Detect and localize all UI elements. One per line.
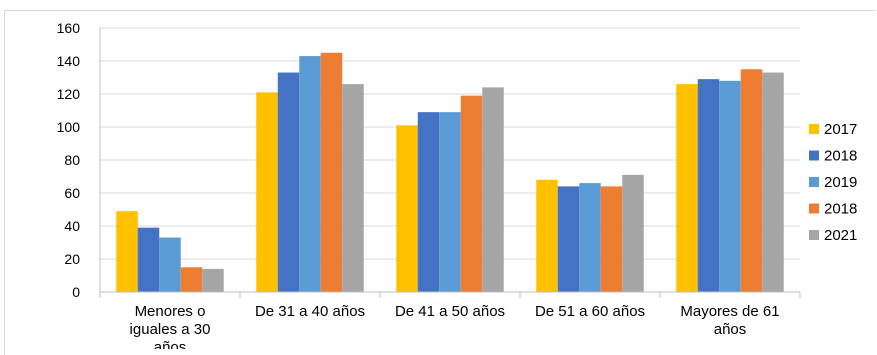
bar <box>557 186 580 292</box>
x-category-label: años <box>154 339 187 349</box>
bar <box>579 183 601 292</box>
bar <box>719 80 741 292</box>
bar <box>482 87 504 293</box>
x-category-label: años <box>714 321 747 338</box>
y-tick-label: 140 <box>57 53 81 69</box>
legend: 2017 2018 2019 2018 2021 <box>809 121 857 244</box>
bar <box>417 112 440 293</box>
y-tick-label: 100 <box>57 119 81 135</box>
bar <box>137 227 160 292</box>
bar <box>159 237 181 292</box>
legend-label: 2021 <box>824 227 857 244</box>
x-category-label: Mayores de 61 <box>680 303 779 320</box>
axes <box>99 28 801 298</box>
y-tick-label: 80 <box>64 152 80 168</box>
bar <box>277 72 300 292</box>
bar <box>622 174 644 292</box>
bar <box>116 211 138 292</box>
x-category-label: iguales a 30 <box>130 321 211 338</box>
x-category-label: De 31 a 40 años <box>255 303 365 320</box>
bar <box>740 69 763 292</box>
bar <box>697 79 720 293</box>
bar <box>439 112 461 293</box>
chart-frame <box>4 10 876 355</box>
legend-label: 2018 <box>824 201 857 218</box>
bar <box>460 95 483 293</box>
bars <box>116 52 784 293</box>
bar <box>180 267 203 292</box>
legend-label: 2017 <box>824 121 857 138</box>
bar <box>676 84 698 292</box>
y-tick-label: 40 <box>64 218 80 234</box>
x-category-label: De 51 a 60 años <box>535 303 645 320</box>
bar <box>600 186 623 292</box>
bar <box>342 84 364 292</box>
bar <box>762 72 784 292</box>
x-category-label: De 41 a 50 años <box>395 303 505 320</box>
bar <box>299 56 321 292</box>
legend-swatch <box>809 203 819 214</box>
y-tick-label: 60 <box>64 185 80 201</box>
legend-label: 2019 <box>824 174 857 191</box>
legend-label: 2018 <box>824 148 857 165</box>
bar <box>256 92 278 292</box>
y-tick-label: 0 <box>72 284 80 300</box>
y-tick-labels: 0 20 40 60 80 100 120 140 160 <box>57 20 81 300</box>
legend-swatch <box>809 150 819 161</box>
legend-swatch <box>809 230 819 240</box>
y-tick-label: 120 <box>57 86 81 102</box>
y-tick-label: 20 <box>64 251 80 267</box>
bar <box>320 52 343 292</box>
bar <box>396 125 418 292</box>
legend-swatch <box>809 124 819 134</box>
legend-swatch <box>809 177 819 187</box>
y-tick-label: 160 <box>57 20 81 36</box>
x-category-label: Menores o <box>135 303 206 320</box>
bar <box>536 179 558 292</box>
bar <box>202 268 224 292</box>
